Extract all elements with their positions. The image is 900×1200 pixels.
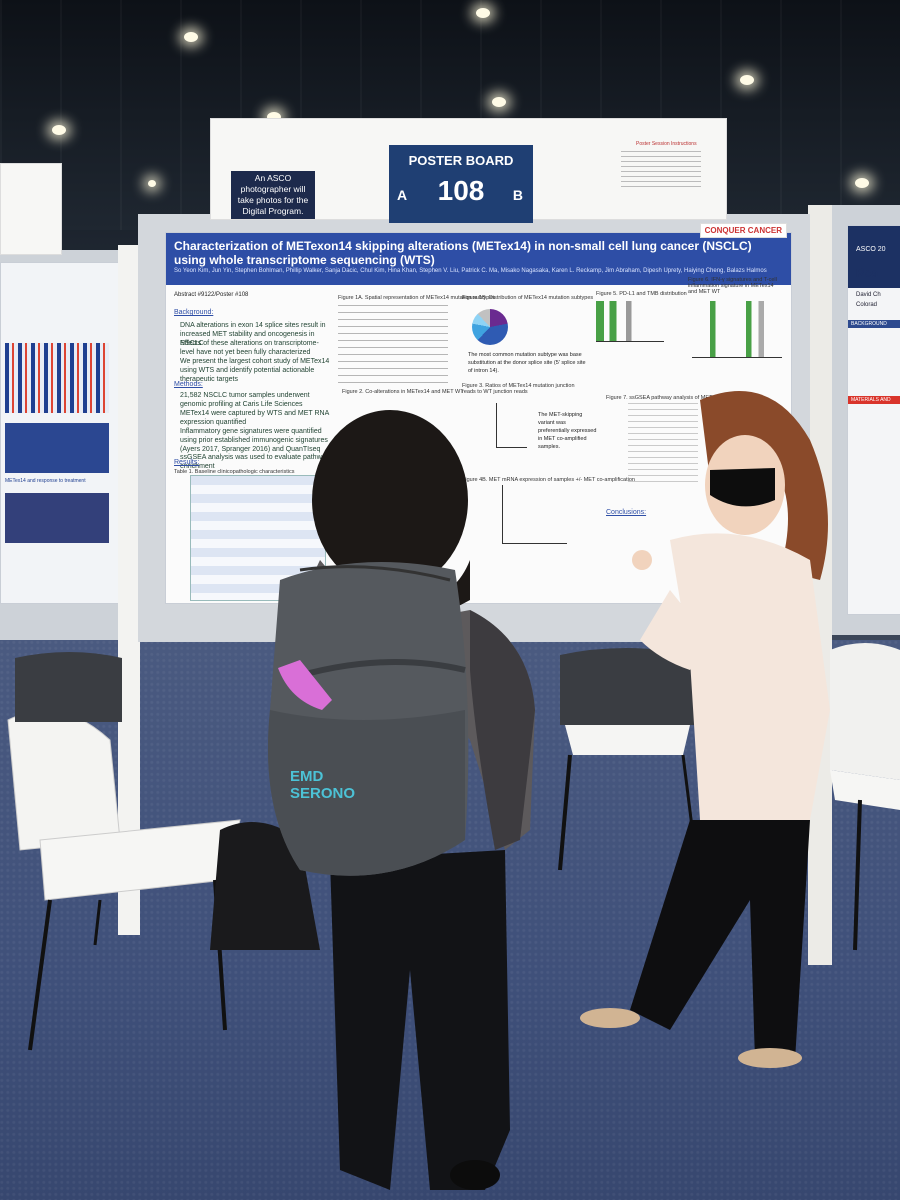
- white-chair-right: [830, 643, 900, 951]
- mutation-pie-chart: [472, 309, 508, 345]
- right-poster-affiliation: Colorad: [856, 302, 878, 308]
- poster-presenter: [580, 391, 830, 1068]
- ifn-box-plot: [692, 301, 782, 358]
- ceiling-light: [184, 32, 198, 42]
- data-table: [5, 423, 109, 473]
- figure-3-caption: Figure 3. Ratios of METex14 mutation jun…: [462, 383, 575, 395]
- figure-7-caption: Figure 7. ssGSEA pathway analysis of MET…: [606, 395, 754, 401]
- board-post-left: [118, 245, 140, 935]
- bag-brand-logo: EMD SERONO: [290, 768, 356, 802]
- methods-bullet: ssGSEA analysis was used to evaluate pat…: [180, 454, 330, 470]
- side-a-label: A: [397, 187, 408, 203]
- right-poster-section: BACKGROUND: [848, 320, 900, 328]
- ceiling-light: [855, 178, 869, 188]
- figure-2-caption: Figure 2. Co-alterations in METex14 and …: [342, 389, 464, 395]
- left-sign: [0, 163, 62, 255]
- instructions-title: Poster Session Instructions: [636, 141, 697, 147]
- results-heading: Results:: [174, 459, 200, 466]
- ceiling-light: [267, 112, 281, 122]
- abstract-number: Abstract #9122/Poster #108: [174, 292, 249, 298]
- figure-1a-caption: Figure 1A. Spatial representation of MET…: [338, 295, 496, 301]
- board-number-panel: POSTER BOARD A 108 B: [389, 145, 533, 223]
- background-bullet: We present the largest cohort study of M…: [180, 358, 330, 383]
- left-poster-footer: METex14 and response to treatment: [5, 478, 86, 484]
- board-label: POSTER BOARD: [408, 153, 514, 168]
- data-table: [5, 493, 109, 543]
- right-poster-asco: ASCO 20: [856, 246, 886, 253]
- background-bullet: Effects of these alterations on transcri…: [180, 340, 319, 356]
- left-poster: METex14 and response to treatment: [0, 262, 120, 604]
- right-poster-author: David Ch: [856, 292, 881, 298]
- figure-4b-caption: Figure 4B. MET mRNA expression of sample…: [462, 477, 635, 483]
- pdl1-bar-chart: [596, 301, 664, 342]
- methods-bullet: METex14 were captured by WTS and MET RNA…: [180, 410, 329, 426]
- ceiling-light: [740, 75, 754, 85]
- figure-5-caption: Figure 5. PD-L1 and TMB distribution: [596, 291, 687, 297]
- ssgsea-chart: [628, 403, 698, 483]
- side-b-label: B: [512, 187, 523, 203]
- instructions-body: [621, 151, 701, 191]
- poster-authors: So Yeon Kim, Jun Yin, Stephen Bohlman, P…: [174, 268, 767, 274]
- ceiling-light: [492, 97, 506, 107]
- heatmap-figure: [5, 343, 109, 413]
- figure-6-caption: Figure 6. IFN-γ signatures and T-cell in…: [688, 277, 777, 295]
- attendee-with-backpack: [268, 410, 535, 1190]
- figure-1b-caption: Figure 1B. Distribution of METex14 mutat…: [462, 295, 594, 301]
- ceiling-light: [52, 125, 66, 135]
- background-bullet: DNA alterations in exon 14 splice sites …: [180, 322, 326, 347]
- pie-note: The most common mutation subtype was bas…: [468, 352, 586, 374]
- skip-note: The MET-skipping variant was preferentia…: [538, 412, 597, 450]
- right-poster-section: MATERIALS AND: [848, 396, 900, 404]
- right-poster: Rea ASCO 20 David Ch Colorad BACKGROUND …: [847, 225, 900, 615]
- table-caption: Table 1. Baseline clinicopathologic char…: [174, 469, 295, 475]
- right-poster-header: [848, 226, 900, 288]
- methods-heading: Methods:: [174, 381, 203, 388]
- ceiling-light: [148, 180, 156, 187]
- background-heading: Background:: [174, 309, 214, 316]
- sponsor-badge: CONQUER CANCER: [699, 223, 787, 238]
- right-poster-title: Rea: [856, 266, 879, 280]
- conclusions-heading: Conclusions:: [606, 509, 647, 516]
- ceiling-light: [476, 8, 490, 18]
- poster-board-sign: An ASCO photographer will take photos fo…: [210, 118, 727, 223]
- photographer-note: An ASCO photographer will take photos fo…: [231, 171, 315, 219]
- poster-title: Characterization of METexon14 skipping a…: [174, 239, 752, 267]
- black-chair-left: [15, 652, 122, 722]
- black-chair-center: [558, 648, 695, 871]
- board-number: 108: [437, 175, 485, 206]
- junction-bar-chart: [496, 403, 527, 448]
- methods-bullet: Inflammatory gene signatures were quanti…: [180, 428, 328, 453]
- mutation-diagram: [338, 305, 448, 385]
- white-chair-left: [7, 710, 241, 1051]
- methods-bullet: 21,582 NSCLC tumor samples underwent gen…: [180, 392, 310, 408]
- expression-box-plot: [502, 485, 567, 544]
- poster-title-band: Characterization of METexon14 skipping a…: [166, 233, 791, 285]
